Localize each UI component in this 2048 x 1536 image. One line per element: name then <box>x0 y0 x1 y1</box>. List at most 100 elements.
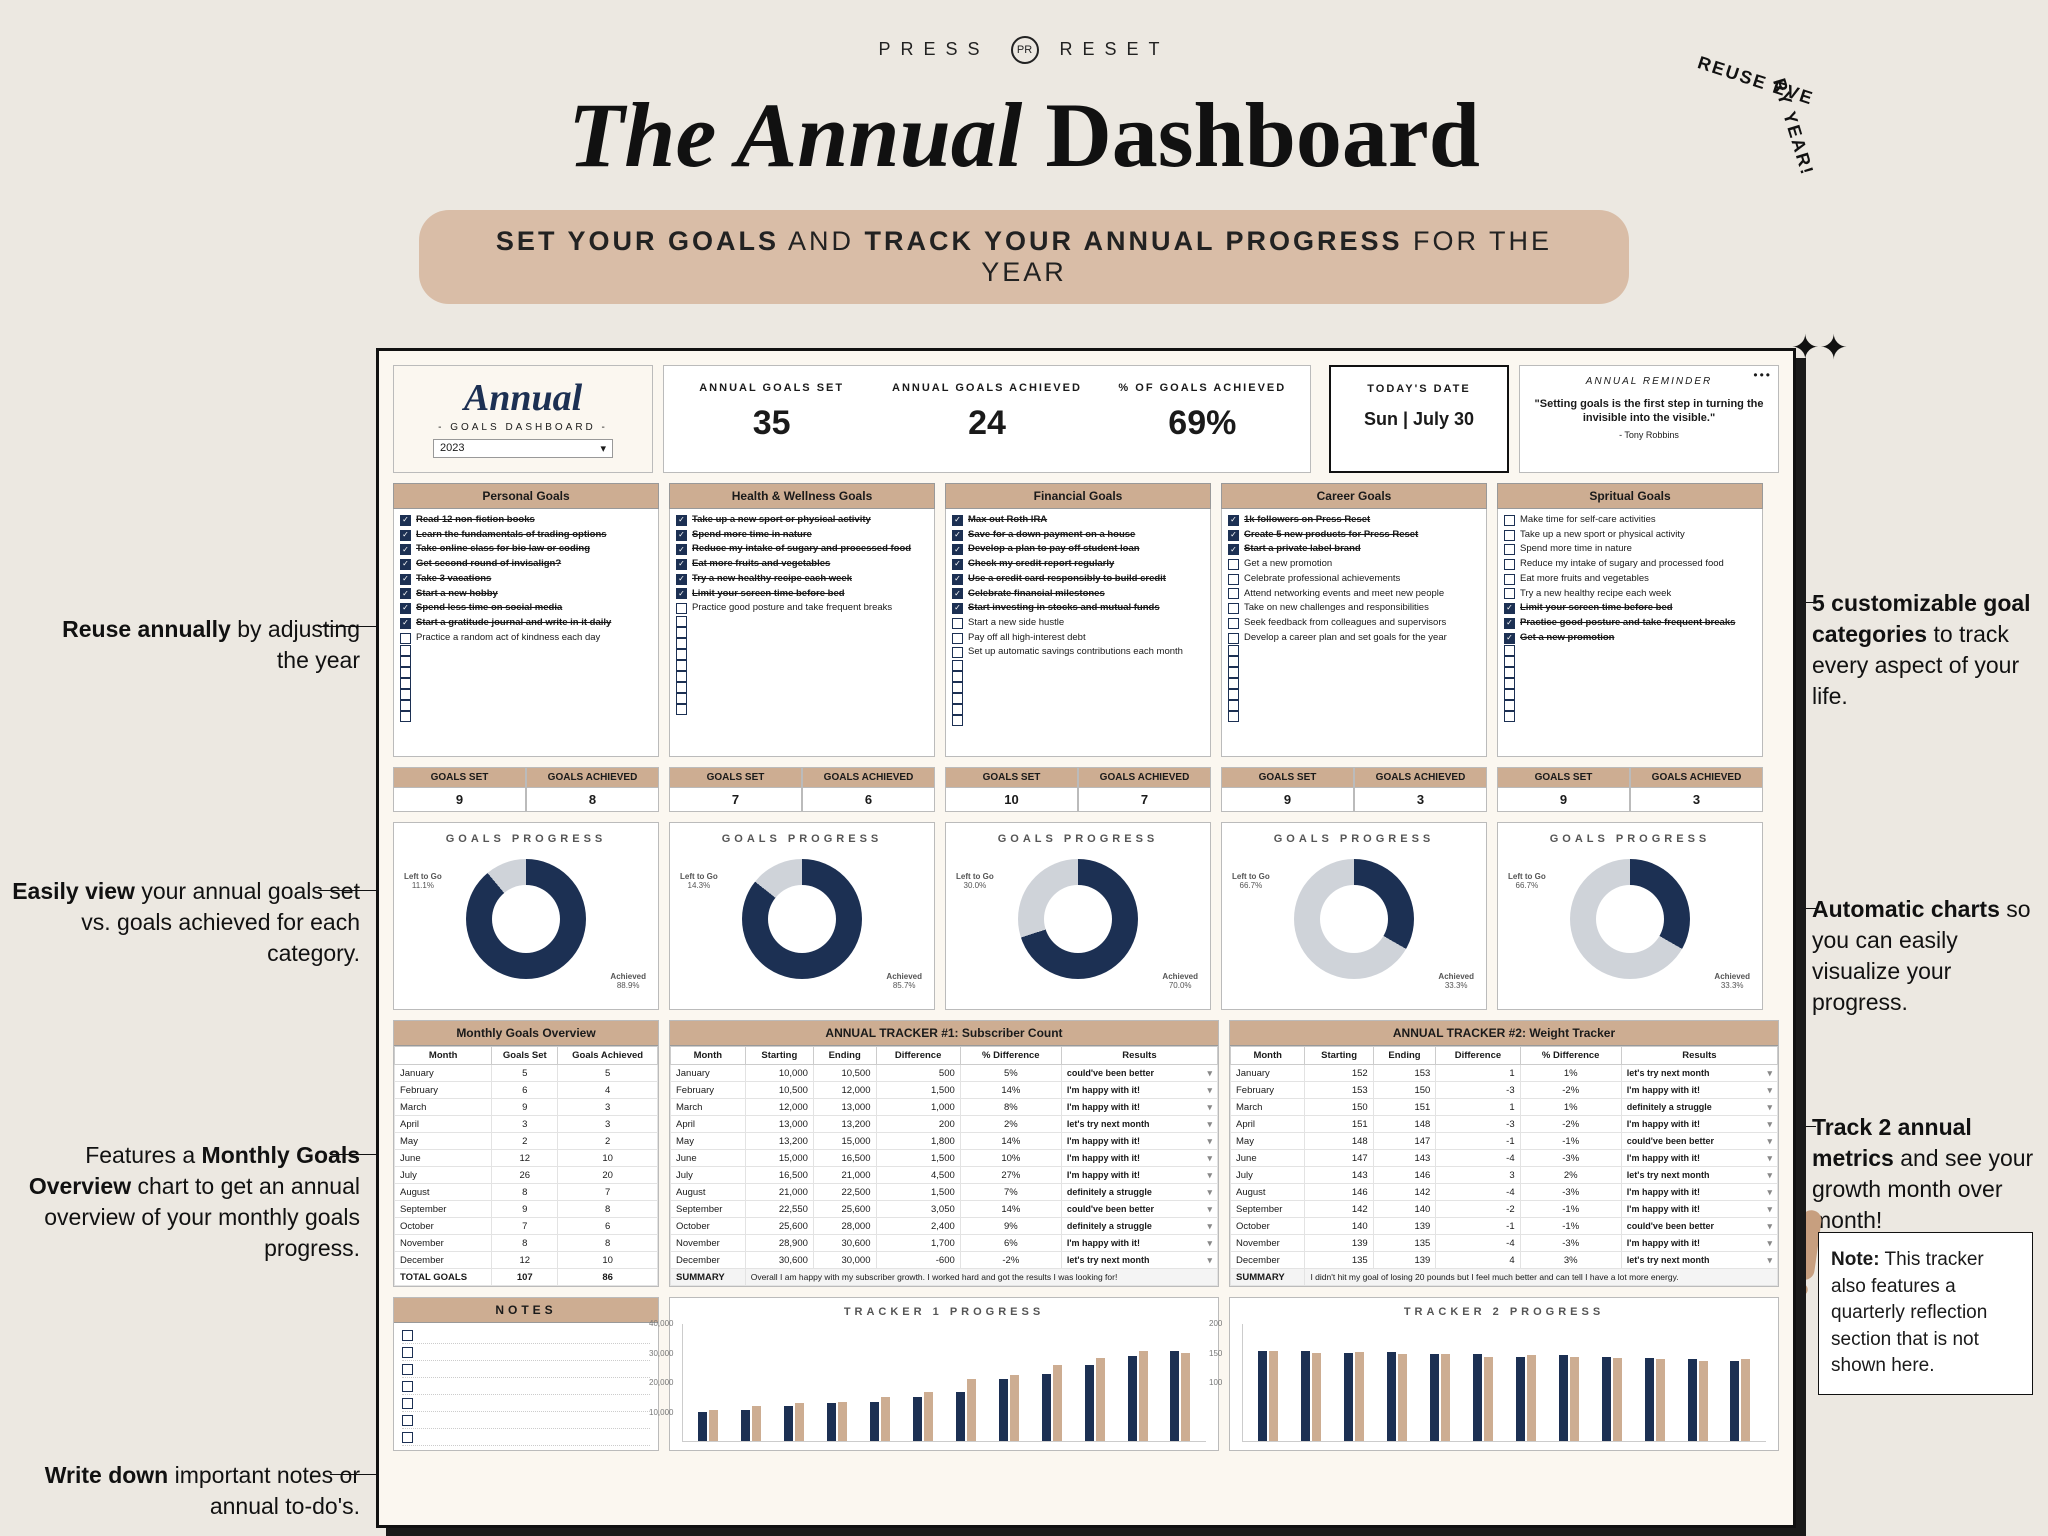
note-line[interactable] <box>402 1395 650 1412</box>
goal-item[interactable]: Make time for self-care activities <box>1504 513 1756 528</box>
goal-item[interactable]: ✓ 1k followers on Press Reset <box>1228 513 1480 528</box>
checkbox-icon[interactable]: ✓ <box>952 530 963 541</box>
checkbox-icon[interactable] <box>1504 559 1515 570</box>
checkbox-icon[interactable] <box>952 647 963 658</box>
goal-item-empty[interactable] <box>1504 700 1756 711</box>
goal-item-empty[interactable] <box>676 638 928 649</box>
goal-item[interactable]: Eat more fruits and vegetables <box>1504 572 1756 587</box>
goal-item-empty[interactable] <box>1228 689 1480 700</box>
checkbox-icon[interactable]: ✓ <box>400 588 411 599</box>
goal-item-empty[interactable] <box>400 678 652 689</box>
checkbox-icon[interactable]: ✓ <box>676 544 687 555</box>
checkbox-icon[interactable]: ✓ <box>400 515 411 526</box>
checkbox-icon[interactable] <box>952 618 963 629</box>
goal-item-empty[interactable] <box>676 693 928 704</box>
checkbox-icon[interactable]: ✓ <box>676 530 687 541</box>
note-line[interactable] <box>402 1327 650 1344</box>
goal-item-empty[interactable] <box>400 700 652 711</box>
goal-item-empty[interactable] <box>1504 678 1756 689</box>
goal-item[interactable]: Practice good posture and take frequent … <box>676 601 928 616</box>
checkbox-icon[interactable] <box>1228 603 1239 614</box>
checkbox-icon[interactable] <box>402 1415 413 1426</box>
goal-item-empty[interactable] <box>676 649 928 660</box>
note-line[interactable] <box>402 1378 650 1395</box>
checkbox-icon[interactable] <box>402 1398 413 1409</box>
checkbox-icon[interactable]: ✓ <box>952 588 963 599</box>
goal-item[interactable]: ✓ Use a credit card responsibly to build… <box>952 572 1204 587</box>
checkbox-icon[interactable]: ✓ <box>676 559 687 570</box>
goal-item[interactable]: Pay off all high-interest debt <box>952 631 1204 646</box>
goal-item[interactable]: ✓ Get a new promotion <box>1504 631 1756 646</box>
goal-item[interactable]: ✓ Take online class for bio law or codin… <box>400 542 652 557</box>
checkbox-icon[interactable]: ✓ <box>1504 633 1515 644</box>
checkbox-icon[interactable]: ✓ <box>952 603 963 614</box>
goal-item-empty[interactable] <box>676 682 928 693</box>
checkbox-icon[interactable]: ✓ <box>952 544 963 555</box>
goal-item-empty[interactable] <box>400 667 652 678</box>
goal-item-empty[interactable] <box>676 671 928 682</box>
goal-item-empty[interactable] <box>1228 656 1480 667</box>
goal-item[interactable]: ✓ Celebrate financial milestones <box>952 587 1204 602</box>
goal-item-empty[interactable] <box>676 704 928 715</box>
goal-item[interactable]: Reduce my intake of sugary and processed… <box>1504 557 1756 572</box>
goal-item-empty[interactable] <box>1228 678 1480 689</box>
goal-item[interactable]: ✓ Eat more fruits and vegetables <box>676 557 928 572</box>
goal-item-empty[interactable] <box>400 656 652 667</box>
checkbox-icon[interactable] <box>402 1364 413 1375</box>
checkbox-icon[interactable]: ✓ <box>400 559 411 570</box>
goal-item-empty[interactable] <box>1228 645 1480 656</box>
goal-item[interactable]: ✓ Create 5 new products for Press Reset <box>1228 528 1480 543</box>
goal-item[interactable]: Get a new promotion <box>1228 557 1480 572</box>
goal-item-empty[interactable] <box>952 693 1204 704</box>
goal-item-empty[interactable] <box>952 682 1204 693</box>
goal-item-empty[interactable] <box>952 660 1204 671</box>
goal-item[interactable]: Spend more time in nature <box>1504 542 1756 557</box>
checkbox-icon[interactable]: ✓ <box>676 515 687 526</box>
goal-item[interactable]: ✓ Take 3 vacations <box>400 572 652 587</box>
goal-item[interactable]: ✓ Check my credit report regularly <box>952 557 1204 572</box>
checkbox-icon[interactable] <box>1504 588 1515 599</box>
checkbox-icon[interactable]: ✓ <box>952 574 963 585</box>
goal-item[interactable]: ✓ Get second round of invisalign? <box>400 557 652 572</box>
checkbox-icon[interactable]: ✓ <box>1228 515 1239 526</box>
checkbox-icon[interactable]: ✓ <box>952 559 963 570</box>
checkbox-icon[interactable] <box>1228 633 1239 644</box>
checkbox-icon[interactable] <box>402 1330 413 1341</box>
goal-item[interactable]: ✓ Start a new hobby <box>400 587 652 602</box>
checkbox-icon[interactable] <box>1504 515 1515 526</box>
checkbox-icon[interactable] <box>1504 574 1515 585</box>
goal-item[interactable]: Develop a career plan and set goals for … <box>1228 631 1480 646</box>
checkbox-icon[interactable]: ✓ <box>400 530 411 541</box>
checkbox-icon[interactable] <box>1228 559 1239 570</box>
goal-item[interactable]: Practice a random act of kindness each d… <box>400 631 652 646</box>
checkbox-icon[interactable]: ✓ <box>676 588 687 599</box>
goal-item-empty[interactable] <box>1504 645 1756 656</box>
checkbox-icon[interactable] <box>1228 574 1239 585</box>
checkbox-icon[interactable]: ✓ <box>952 515 963 526</box>
checkbox-icon[interactable]: ✓ <box>1504 603 1515 614</box>
checkbox-icon[interactable] <box>400 633 411 644</box>
goal-item[interactable]: ✓ Practice good posture and take frequen… <box>1504 616 1756 631</box>
goal-item[interactable]: ✓ Take up a new sport or physical activi… <box>676 513 928 528</box>
more-icon[interactable]: ••• <box>1753 368 1772 382</box>
goal-item[interactable]: ✓ Start a gratitude journal and write in… <box>400 616 652 631</box>
goal-item[interactable]: ✓ Reduce my intake of sugary and process… <box>676 542 928 557</box>
checkbox-icon[interactable] <box>402 1347 413 1358</box>
checkbox-icon[interactable] <box>1228 618 1239 629</box>
year-select[interactable]: 2023▾ <box>433 439 613 458</box>
goal-item[interactable]: ✓ Spend more time in nature <box>676 528 928 543</box>
checkbox-icon[interactable]: ✓ <box>400 574 411 585</box>
goal-item[interactable]: ✓ Spend less time on social media <box>400 601 652 616</box>
goal-item-empty[interactable] <box>1504 711 1756 722</box>
goal-item-empty[interactable] <box>1504 689 1756 700</box>
goal-item-empty[interactable] <box>1228 711 1480 722</box>
goal-item[interactable]: ✓ Limit your screen time before bed <box>676 587 928 602</box>
goal-item[interactable]: ✓ Start investing in stocks and mutual f… <box>952 601 1204 616</box>
goal-item[interactable]: ✓ Read 12 non-fiction books <box>400 513 652 528</box>
goal-item[interactable]: Seek feedback from colleagues and superv… <box>1228 616 1480 631</box>
checkbox-icon[interactable] <box>952 633 963 644</box>
goal-item-empty[interactable] <box>1228 700 1480 711</box>
checkbox-icon[interactable]: ✓ <box>1228 544 1239 555</box>
goal-item-empty[interactable] <box>676 627 928 638</box>
checkbox-icon[interactable]: ✓ <box>676 574 687 585</box>
